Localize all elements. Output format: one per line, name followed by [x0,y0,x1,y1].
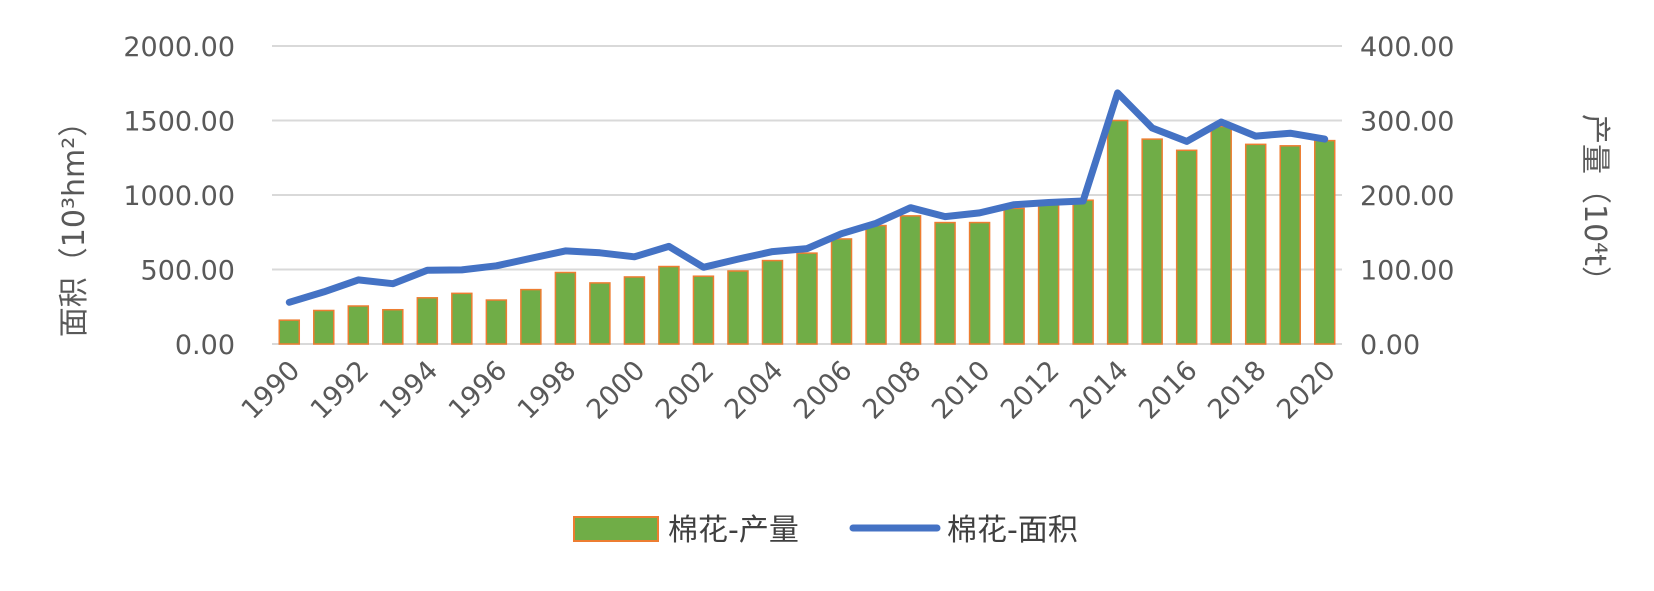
bar-2007 [865,224,887,345]
bar-2015 [1141,138,1163,345]
right-tick-label: 200.00 [1360,181,1454,212]
x-tick-label: 2012 [995,355,1066,426]
bar-2019 [1279,145,1301,345]
left-tick-label: 1500.00 [123,107,235,138]
x-tick-label: 2004 [719,355,790,426]
right-tick-label: 100.00 [1360,256,1454,287]
x-tick-label: 2010 [926,355,997,426]
bar-2001 [658,265,680,345]
bar-series-production [278,119,1336,345]
bar-2016 [1175,149,1198,345]
x-tick-label: 2020 [1271,355,1342,426]
x-tick-label: 1994 [374,355,445,426]
bar-1992 [347,305,370,345]
bar-1993 [382,308,404,345]
bar-2009 [934,221,956,345]
bar-1990 [278,319,301,345]
right-axis-title: 产量（10⁴t） [1577,114,1612,296]
bar-2018 [1244,143,1267,345]
bar-1994 [416,297,439,345]
right-tick-label: 400.00 [1360,32,1454,63]
bar-1997 [520,288,542,345]
bar-2002 [692,275,715,345]
bar-2011 [1003,207,1025,345]
bar-2006 [830,238,853,345]
left-axis-ticks: 0.00 500.00 1000.00 1500.00 2000.00 [123,32,235,361]
x-tick-label: 2014 [1064,355,1135,426]
x-tick-label: 2008 [857,355,928,426]
x-tick-label: 2018 [1202,355,1273,426]
x-tick-label: 2000 [581,355,652,426]
legend-label-area: 棉花-面积 [947,513,1078,548]
x-tick-label: 2006 [788,355,859,426]
line-series-area [285,89,1329,306]
bar-2003 [727,270,749,345]
right-axis-ticks: 0.00 100.00 200.00 300.00 400.00 [1360,32,1454,361]
x-tick-label: 1990 [236,355,307,426]
bar-1998 [554,271,577,345]
bar-2008 [899,215,922,345]
bar-2014 [1106,119,1129,345]
bar-2005 [796,252,818,345]
bar-2000 [623,276,646,345]
right-tick-label: 300.00 [1360,107,1454,138]
x-tick-label: 2016 [1133,355,1204,426]
left-tick-label: 0.00 [175,330,235,361]
x-axis-ticks: 1990199219941996199820002002200420062008… [236,355,1342,426]
left-tick-label: 500.00 [141,256,235,287]
left-tick-label: 1000.00 [123,181,235,212]
bar-2012 [1037,202,1060,345]
bar-1991 [313,309,335,345]
bar-2017 [1210,125,1232,345]
legend: 棉花-产量 棉花-面积 [573,513,1078,548]
legend-label-production: 棉花-产量 [668,513,799,548]
x-tick-label: 2002 [650,355,721,426]
x-tick-label: 1998 [512,355,583,426]
x-tick-label: 1992 [305,355,376,426]
x-tick-label: 1996 [443,355,514,426]
left-axis-title: 面积（10³hm²） [57,107,92,337]
right-tick-label: 0.00 [1360,330,1420,361]
legend-swatch-production [573,516,659,542]
left-tick-label: 2000.00 [123,32,235,63]
area-line [285,89,1329,306]
bar-2004 [761,259,784,345]
bar-2020 [1313,139,1336,345]
bar-1995 [451,292,473,345]
bar-2013 [1072,199,1094,345]
bar-2010 [968,221,991,345]
bar-1996 [485,299,508,345]
bar-1999 [589,282,611,345]
